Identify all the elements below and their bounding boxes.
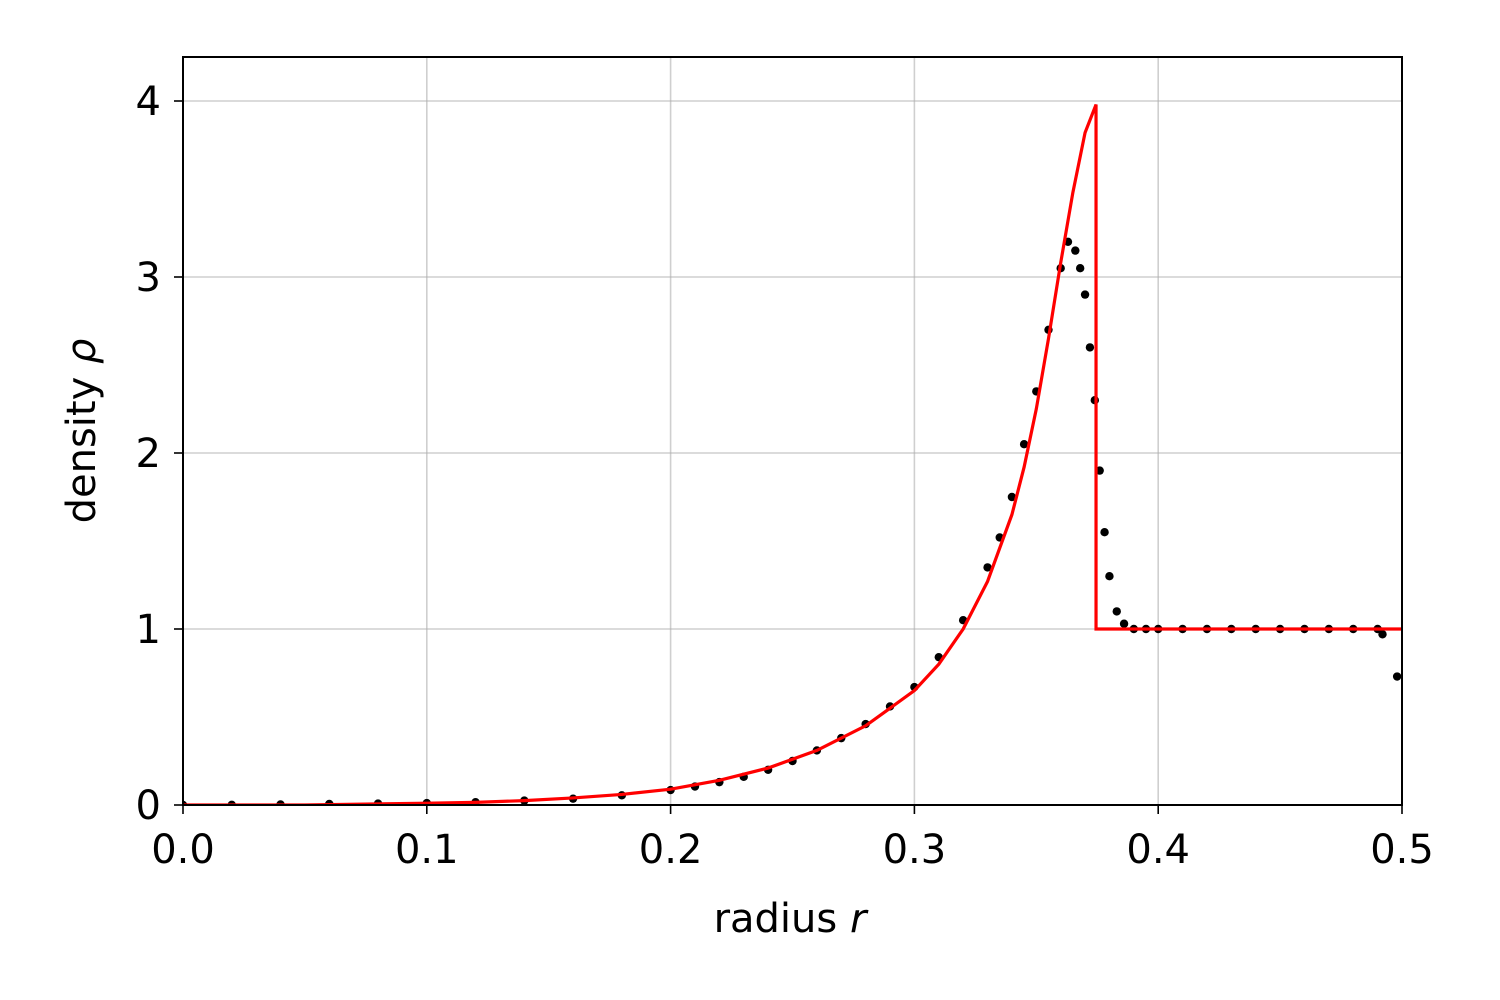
- x-tick-label: 0.2: [639, 827, 703, 873]
- scatter-point: [1019, 440, 1029, 449]
- x-axis-label: radius r: [714, 896, 869, 942]
- x-tick-label: 0.1: [395, 827, 459, 873]
- scatter-point: [1075, 264, 1085, 273]
- scatter-point: [1007, 492, 1017, 502]
- y-axis-label: density ρ: [59, 339, 105, 524]
- y-axis: 0 1 2 3 4: [136, 79, 183, 829]
- y-tick-label: 0: [136, 783, 161, 829]
- scatter-point: [1080, 290, 1090, 299]
- analytic-solution-line: [183, 103, 1402, 805]
- y-tick-label: 2: [136, 431, 161, 477]
- x-tick-label: 0.3: [883, 827, 947, 873]
- y-axis-label-text: density: [59, 377, 105, 524]
- scatter-point: [1085, 343, 1095, 352]
- y-axis-label-variable: ρ: [59, 339, 105, 364]
- scatter-point: [1119, 619, 1129, 628]
- x-tick-label: 0.4: [1126, 827, 1190, 873]
- y-tick-label: 3: [136, 255, 161, 301]
- x-axis-label-variable: r: [850, 896, 869, 942]
- scatter-point: [1392, 672, 1402, 681]
- x-axis-label-text: radius: [714, 896, 838, 942]
- scatter-point: [983, 563, 992, 572]
- x-tick-label: 0.0: [151, 827, 215, 873]
- scatter-point: [1112, 607, 1121, 616]
- scatter-point: [1105, 572, 1114, 581]
- series-line: [183, 103, 1402, 805]
- scatter-point: [1378, 630, 1387, 639]
- scatter-point: [1071, 246, 1080, 255]
- y-tick-label: 1: [136, 607, 161, 653]
- x-axis: 0.0 0.1 0.2 0.3 0.4 0.5: [151, 805, 1434, 873]
- x-tick-label: 0.5: [1370, 827, 1434, 873]
- scatter-point: [1100, 528, 1109, 537]
- plot-area: [183, 103, 1402, 805]
- plot-frame: [182, 56, 1403, 806]
- y-tick-label: 4: [136, 79, 161, 125]
